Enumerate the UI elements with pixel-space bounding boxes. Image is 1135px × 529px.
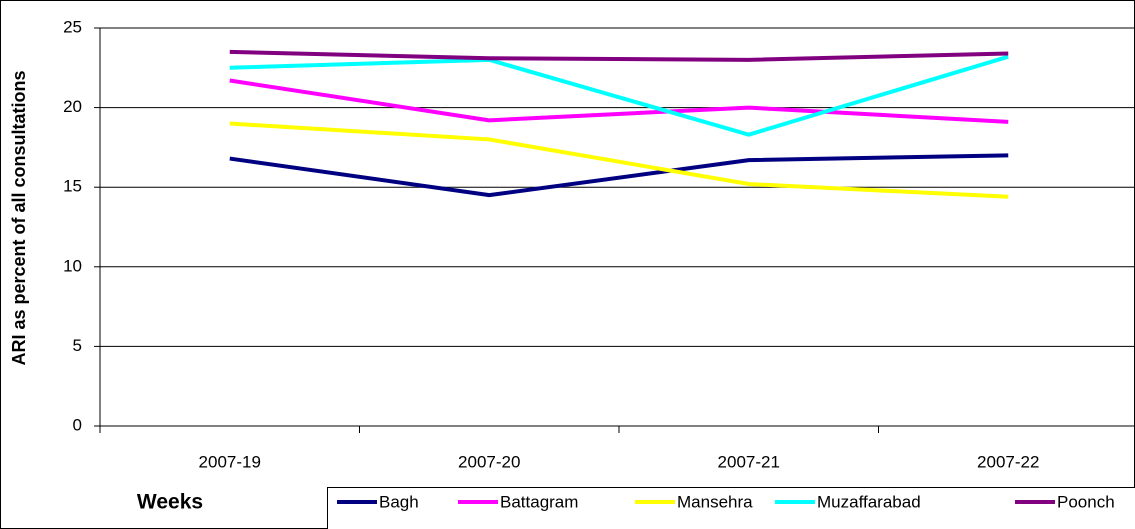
x-axis-label: Weeks (137, 491, 203, 514)
x-tick-label: 2007-21 (718, 452, 780, 471)
legend-label: Poonch (1057, 492, 1115, 511)
x-tick-label: 2007-22 (977, 452, 1039, 471)
legend-label: Mansehra (677, 492, 753, 511)
y-tick-label: 25 (63, 17, 82, 36)
y-tick-label: 10 (63, 256, 82, 275)
legend-label: Bagh (379, 492, 419, 511)
series-line (229, 121, 1009, 199)
y-tick-label: 5 (73, 336, 82, 355)
x-tick-label: 2007-20 (458, 452, 520, 471)
legend-label: Battagram (500, 492, 578, 511)
legend-label: Muzaffarabad (817, 492, 921, 511)
series-line (229, 49, 1009, 62)
x-tick-label: 2007-19 (199, 452, 261, 471)
series-line (229, 54, 1009, 137)
y-tick-label: 20 (63, 97, 82, 116)
legend-box (327, 487, 1135, 529)
y-axis-label: ARI as percent of all consultations (9, 70, 29, 365)
y-tick-label: 0 (73, 415, 82, 434)
series-line (229, 78, 1009, 124)
y-tick-label: 15 (63, 177, 82, 196)
series-line (229, 153, 1009, 198)
